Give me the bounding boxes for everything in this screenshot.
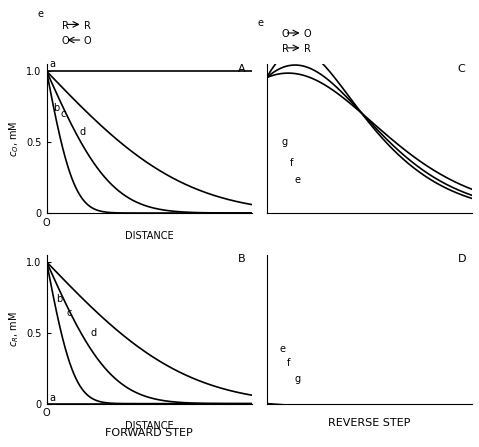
Text: R: R — [304, 44, 310, 54]
Y-axis label: $c_O$, mM: $c_O$, mM — [7, 120, 21, 157]
Text: c: c — [61, 109, 66, 118]
Text: O: O — [83, 36, 91, 46]
Text: B: B — [238, 254, 245, 264]
Text: R: R — [83, 21, 91, 31]
Text: b: b — [56, 294, 62, 304]
Text: e: e — [257, 18, 263, 28]
Text: e: e — [279, 344, 285, 354]
Text: d: d — [90, 328, 96, 337]
Text: b: b — [53, 103, 59, 113]
Text: O: O — [282, 29, 290, 39]
Text: REVERSE STEP: REVERSE STEP — [328, 418, 411, 428]
Text: a: a — [49, 393, 55, 403]
Y-axis label: $c_R$, mM: $c_R$, mM — [7, 312, 21, 347]
Text: A: A — [238, 63, 245, 74]
Text: g: g — [282, 137, 288, 148]
Text: D: D — [457, 254, 466, 264]
Text: f: f — [290, 158, 293, 168]
Text: O: O — [62, 36, 69, 46]
Text: f: f — [287, 358, 290, 368]
Text: a: a — [49, 59, 55, 69]
Text: R: R — [282, 44, 289, 54]
Text: e: e — [295, 175, 301, 185]
Text: e: e — [37, 9, 43, 19]
Text: c: c — [66, 308, 71, 318]
X-axis label: DISTANCE: DISTANCE — [125, 421, 173, 431]
Text: O: O — [304, 29, 311, 39]
Text: C: C — [457, 63, 466, 74]
Text: FORWARD STEP: FORWARD STEP — [105, 428, 193, 439]
X-axis label: DISTANCE: DISTANCE — [125, 231, 173, 240]
Text: R: R — [62, 21, 69, 31]
Text: g: g — [295, 374, 301, 384]
Text: d: d — [80, 127, 86, 137]
